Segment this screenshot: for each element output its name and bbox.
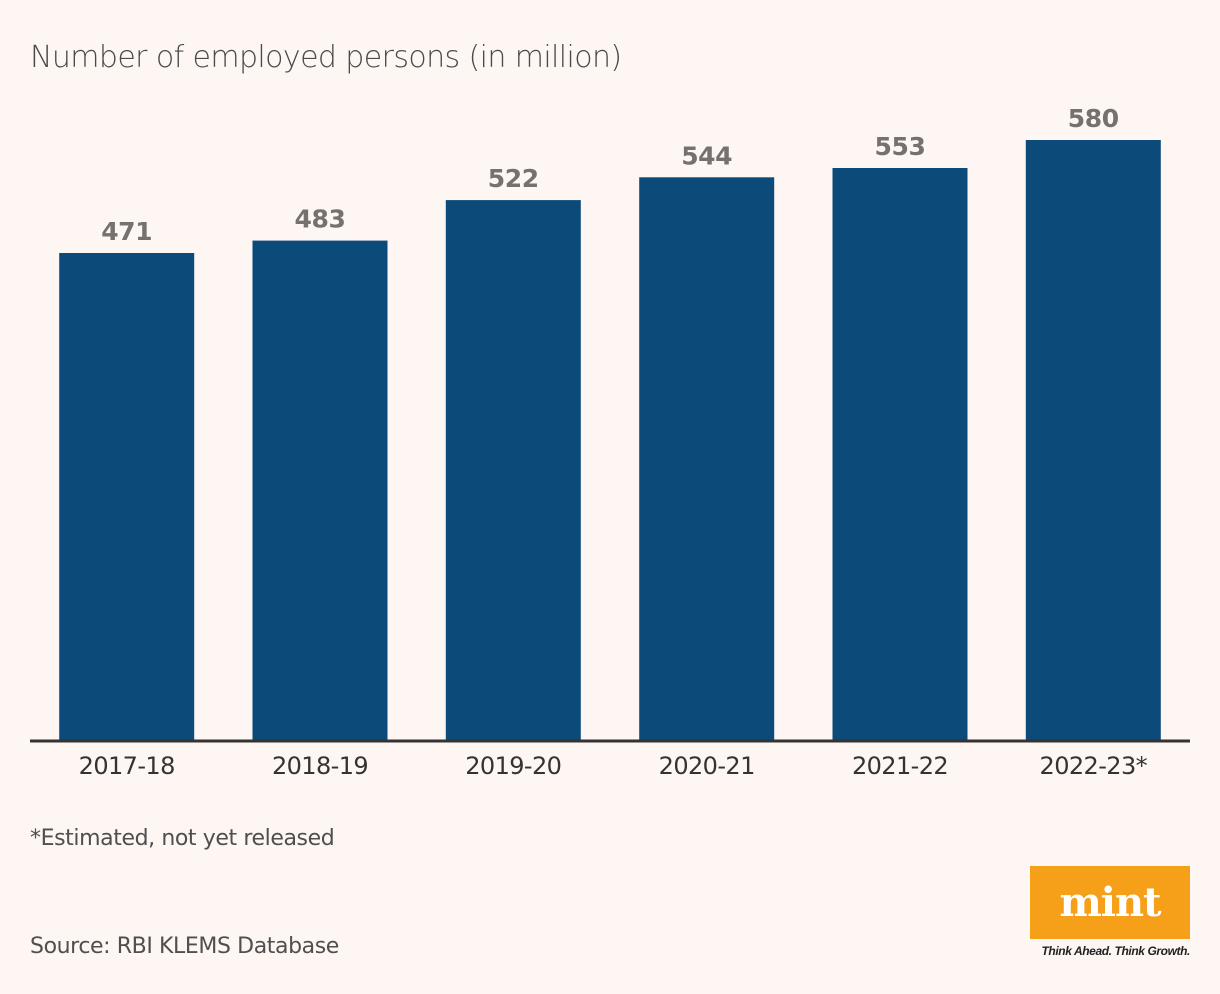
x-tick-label-2022-23*: 2022-23* [1040,752,1148,780]
bar-chart: 471 2017-18 483 2018-19 522 2019-20 544 2020-21… [30,104,1190,780]
value-label-2019-20: 522 [488,164,539,193]
x-tick-label-2018-19: 2018-19 [272,752,368,780]
bar-2019-20 [445,200,581,741]
x-tick-label-2019-20: 2019-20 [465,752,561,780]
bar-2021-22 [832,168,968,740]
value-label-2021-22: 553 [875,132,926,161]
x-tick-label-2017-18: 2017-18 [79,752,175,780]
bar-2020-21 [639,177,775,741]
value-label-2022-23*: 580 [1068,104,1119,133]
logo-text: mint [1059,879,1161,926]
chart-title: Number of employed persons (in million) [30,40,622,75]
bar-2022-23* [1025,140,1161,740]
logo-tagline: Think Ahead. Think Growth. [1041,944,1191,958]
mint-logo: mint [1030,866,1190,939]
value-label-2017-18: 471 [101,217,152,246]
bar-2017-18 [59,253,195,740]
footnote: *Estimated, not yet released [30,826,335,851]
bar-2018-19 [252,240,388,740]
x-tick-label-2021-22: 2021-22 [852,752,948,780]
x-tick-label-2020-21: 2020-21 [659,752,755,780]
value-label-2020-21: 544 [681,141,732,170]
value-label-2018-19: 483 [295,205,346,234]
source-note: Source: RBI KLEMS Database [30,934,339,959]
